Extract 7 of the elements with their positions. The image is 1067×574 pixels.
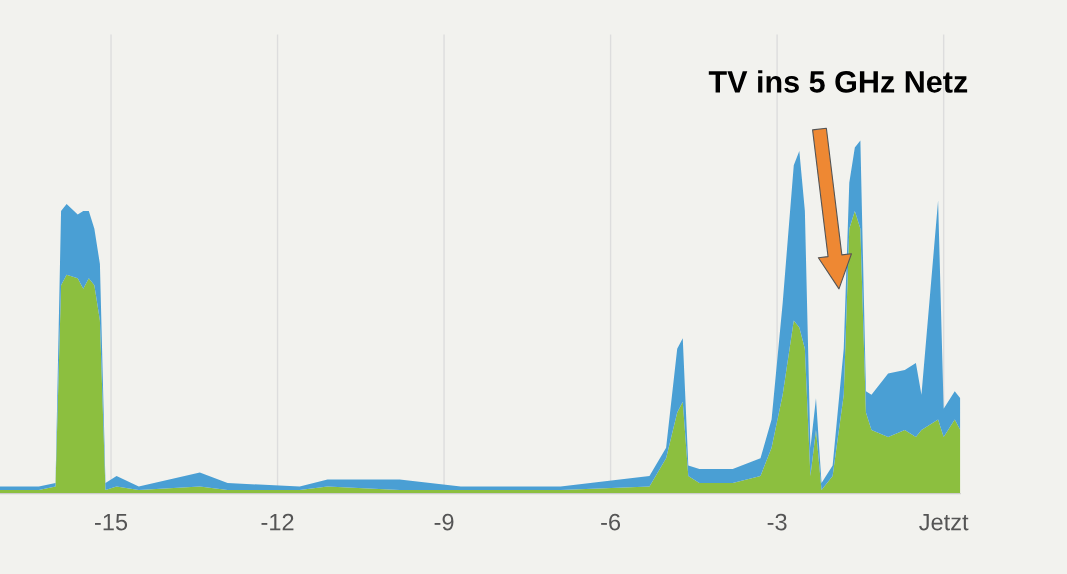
x-tick-label: -9	[434, 513, 454, 531]
text: TV ins 5 GHz Netz	[708, 70, 968, 93]
x-tick-label: -6	[601, 513, 621, 531]
x-tick-label: Jetzt	[919, 513, 969, 531]
x-tick-label: -12	[261, 513, 294, 531]
x-tick-label: -15	[95, 513, 128, 531]
x-tick-label: -3	[767, 513, 787, 531]
